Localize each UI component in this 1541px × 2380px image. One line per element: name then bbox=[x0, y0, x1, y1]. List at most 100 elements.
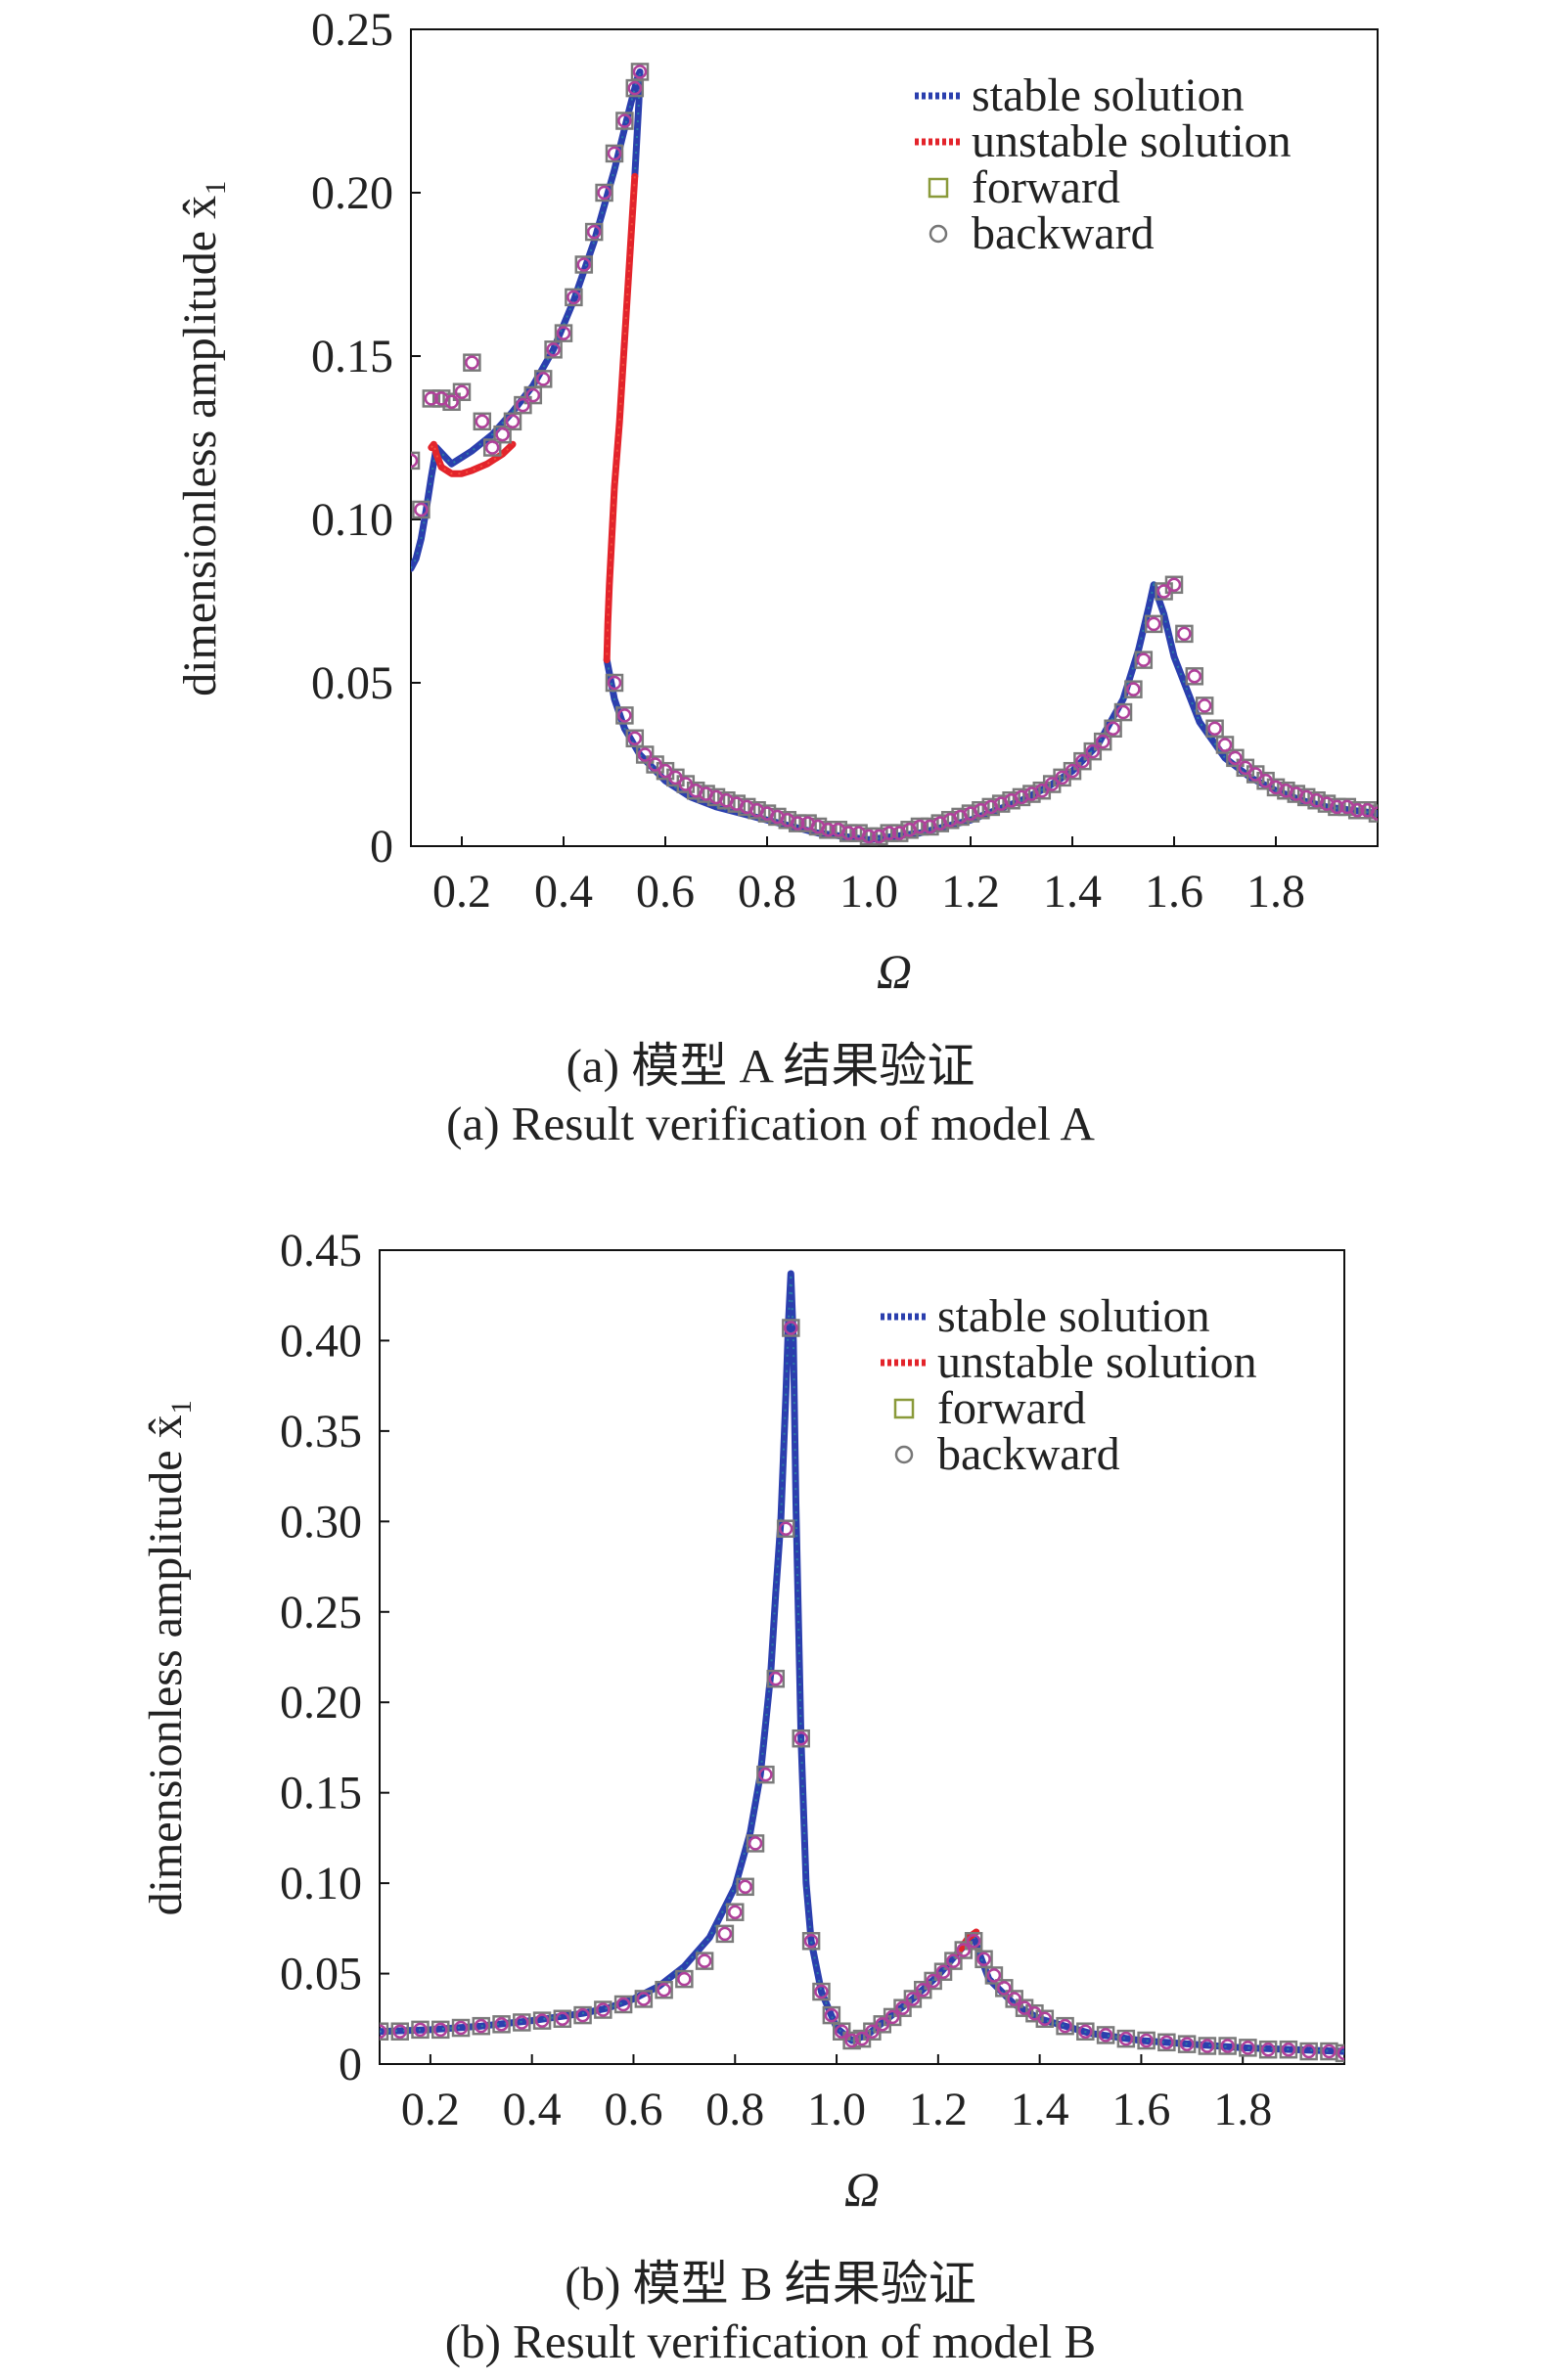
x-tick-label: 1.0 bbox=[839, 866, 898, 918]
forward-point bbox=[792, 1729, 810, 1748]
forward-point bbox=[995, 1979, 1014, 1998]
backward-point bbox=[1146, 616, 1161, 632]
backward-point bbox=[534, 2013, 550, 2028]
forward-point bbox=[513, 2013, 531, 2032]
forward-point bbox=[492, 2015, 511, 2034]
backward-point bbox=[854, 2031, 870, 2046]
backward-point bbox=[657, 1982, 671, 1998]
backward-point bbox=[840, 826, 856, 840]
forward-point bbox=[726, 1903, 745, 1921]
forward-point bbox=[798, 814, 817, 832]
forward-point bbox=[849, 824, 868, 842]
forward-point bbox=[1022, 785, 1041, 803]
backward-point bbox=[607, 675, 622, 691]
forward-point bbox=[493, 425, 512, 444]
x-tick-label: 1.6 bbox=[1145, 866, 1203, 918]
series-backward bbox=[411, 65, 1378, 844]
forward-point bbox=[635, 745, 655, 764]
forward-point bbox=[472, 2016, 491, 2036]
backward-point bbox=[515, 2015, 529, 2030]
backward-point bbox=[821, 823, 836, 837]
forward-point bbox=[727, 794, 747, 813]
forward-point bbox=[801, 1932, 821, 1951]
forward-point bbox=[1239, 2039, 1257, 2057]
forward-point bbox=[630, 63, 650, 81]
legend-item-unstable-solution-label: unstable solution bbox=[972, 115, 1292, 167]
backward-point bbox=[546, 342, 561, 357]
backward-point bbox=[1301, 2043, 1316, 2059]
backward-point bbox=[1126, 682, 1141, 696]
forward-point bbox=[605, 144, 624, 163]
backward-point bbox=[424, 391, 439, 406]
backward-point bbox=[474, 2018, 489, 2034]
backward-point bbox=[1159, 2035, 1174, 2050]
forward-point bbox=[390, 2022, 410, 2041]
forward-point bbox=[1258, 2040, 1278, 2059]
backward-point bbox=[1085, 743, 1101, 759]
backward-point bbox=[1228, 750, 1243, 766]
chart-b: 0.2 0.4 0.6 0.8 1.0 1.2 1.4 1.6 1.8 0 0.05 0.10 0.15… bbox=[140, 1225, 1345, 2217]
x-tick-label: 1.0 bbox=[807, 2084, 866, 2135]
forward-point bbox=[788, 814, 807, 832]
backward-point bbox=[668, 770, 683, 786]
backward-point bbox=[586, 224, 602, 240]
forward-point bbox=[964, 1932, 983, 1951]
forward-point bbox=[1277, 781, 1295, 800]
forward-point bbox=[737, 797, 756, 817]
x-tick-label: 0.2 bbox=[401, 2084, 460, 2135]
forward-point bbox=[756, 1765, 775, 1784]
forward-point bbox=[442, 392, 461, 412]
backward-point bbox=[648, 757, 662, 772]
backward-point bbox=[627, 80, 643, 96]
forward-point bbox=[615, 112, 634, 130]
backward-point bbox=[926, 1973, 940, 1989]
x-tick-label: 0.6 bbox=[604, 2084, 662, 2135]
backward-point bbox=[790, 816, 805, 831]
y-tick-label: 0.05 bbox=[311, 657, 393, 709]
backward-point bbox=[617, 113, 632, 128]
forward-point bbox=[951, 807, 970, 827]
backward-point bbox=[824, 2007, 839, 2023]
forward-point bbox=[1185, 667, 1204, 686]
forward-point bbox=[1076, 2022, 1095, 2041]
x-tick-label: 1.2 bbox=[909, 2084, 968, 2135]
forward-point bbox=[984, 1966, 1004, 1985]
forward-point bbox=[573, 2005, 592, 2025]
backward-point bbox=[738, 1879, 752, 1895]
y-tick-label: 0.10 bbox=[311, 494, 393, 546]
caption-b-cn: (b) 模型 B 结果验证 bbox=[565, 2257, 976, 2311]
forward-point bbox=[715, 1924, 735, 1944]
forward-point bbox=[1104, 719, 1122, 739]
y-tick-label: 0.40 bbox=[280, 1315, 362, 1367]
forward-point bbox=[961, 804, 980, 823]
x-axis-label: Ω bbox=[877, 944, 912, 999]
forward-point bbox=[1287, 785, 1306, 803]
forward-point bbox=[431, 2020, 450, 2040]
backward-point bbox=[1322, 2043, 1337, 2059]
backward-point bbox=[1349, 803, 1365, 818]
forward-point bbox=[1198, 2037, 1217, 2055]
legend-item-backward-swatch bbox=[929, 224, 948, 244]
backward-point bbox=[1217, 738, 1233, 752]
forward-point bbox=[473, 412, 492, 431]
backward-point bbox=[444, 394, 459, 410]
backward-point bbox=[748, 1836, 763, 1851]
forward-point bbox=[503, 412, 522, 431]
backward-point bbox=[494, 2017, 509, 2032]
backward-point bbox=[484, 440, 500, 455]
x-tick-label: 0.4 bbox=[534, 866, 593, 918]
forward-point bbox=[463, 353, 481, 372]
forward-point bbox=[605, 673, 624, 693]
series-line-dots bbox=[380, 1273, 1344, 2053]
backward-point bbox=[1166, 577, 1182, 593]
forward-point bbox=[859, 827, 879, 846]
backward-point bbox=[834, 2024, 849, 2039]
legend-item-forward-swatch bbox=[928, 177, 949, 199]
backward-point bbox=[555, 2011, 570, 2027]
forward-point bbox=[706, 787, 726, 807]
forward-point bbox=[634, 1990, 654, 2008]
forward-point bbox=[974, 1950, 993, 1969]
backward-point bbox=[465, 355, 479, 370]
y-axis-label: dimensionless amplitude x̂₁ bbox=[174, 179, 226, 696]
